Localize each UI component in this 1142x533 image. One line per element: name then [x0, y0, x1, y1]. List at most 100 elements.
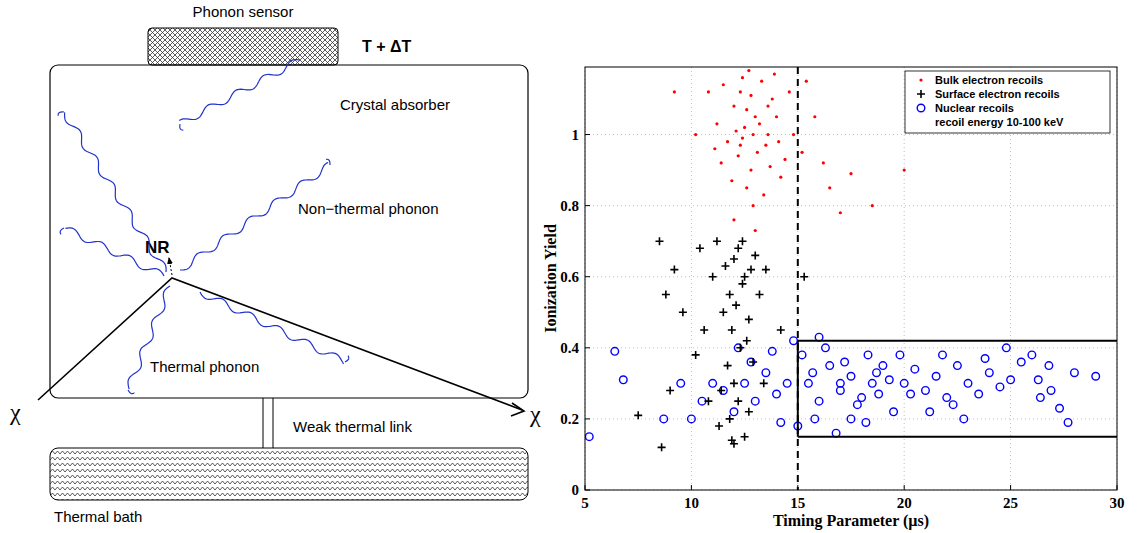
point: [943, 394, 951, 402]
point: [854, 401, 862, 409]
point: [903, 168, 906, 171]
point: [975, 390, 983, 398]
particle-out: χ: [529, 401, 541, 427]
point: [766, 105, 769, 108]
point: [755, 290, 763, 298]
point: [756, 151, 759, 154]
point: [768, 348, 776, 356]
point: [828, 186, 831, 189]
point: [688, 415, 696, 423]
phonon-tip: [326, 159, 330, 165]
point: [792, 133, 795, 136]
point: [738, 280, 746, 288]
point: [720, 161, 723, 164]
y-axis-title: Ionization Yield: [542, 224, 559, 333]
point: [747, 266, 755, 274]
point: [747, 69, 750, 72]
point: [875, 390, 883, 398]
phonon: [65, 228, 164, 276]
point: [1047, 387, 1055, 395]
point: [707, 90, 710, 93]
tick-label-y: 0.8: [560, 198, 579, 214]
point: [717, 386, 725, 394]
point: [666, 386, 674, 394]
legend-box: [905, 71, 1110, 133]
point: [732, 301, 740, 309]
point: [773, 390, 781, 398]
nonthermal-label: Non−thermal phonon: [298, 200, 439, 217]
point: [692, 351, 700, 359]
point: [783, 158, 786, 161]
grid-x: [797, 67, 798, 490]
point: [886, 376, 894, 384]
point: [724, 362, 732, 370]
detector-diagram: Phonon sensorT + ΔTCrystal absorberWeak …: [9, 3, 541, 525]
signal-box-high: [798, 340, 1117, 342]
crystal-absorber: [50, 65, 528, 398]
point: [775, 115, 778, 118]
tick-x: [904, 485, 905, 490]
tick-label-y: 1: [572, 127, 580, 143]
phonon: [179, 60, 300, 121]
point: [730, 379, 738, 387]
legend-note: recoil energy 10-100 keV: [935, 116, 1064, 128]
point: [862, 419, 870, 427]
point: [754, 115, 757, 118]
point: [932, 372, 940, 380]
point: [777, 326, 785, 334]
point: [773, 73, 776, 76]
link-label: Weak thermal link: [293, 418, 412, 435]
point: [922, 387, 930, 395]
point: [660, 415, 668, 423]
tick-label-y: 0: [572, 482, 580, 498]
point: [734, 244, 742, 252]
tick-y: [585, 347, 590, 348]
point: [730, 255, 738, 263]
point: [677, 380, 685, 388]
plot-frame: [585, 67, 1117, 490]
point: [798, 351, 806, 359]
point: [721, 262, 729, 270]
scatter-chart: 5101520253000.20.40.60.81Timing Paramete…: [542, 67, 1125, 530]
grid-y: [585, 347, 1117, 348]
figure: Phonon sensorT + ΔTCrystal absorberWeak …: [0, 0, 1142, 533]
point: [732, 218, 735, 221]
point: [1017, 358, 1025, 366]
point: [736, 344, 744, 352]
point: [715, 122, 718, 125]
tick-label-x: 15: [790, 495, 805, 511]
tick-label-x: 20: [897, 495, 912, 511]
point: [696, 244, 704, 252]
point: [1056, 404, 1064, 412]
point: [673, 90, 676, 93]
point: [734, 129, 737, 132]
point: [700, 326, 708, 334]
point: [715, 422, 723, 430]
grid-y: [585, 205, 1117, 206]
point: [1045, 362, 1053, 370]
phonon: [200, 292, 344, 364]
tick-label-x: 5: [581, 495, 589, 511]
point: [777, 140, 780, 143]
point: [662, 290, 670, 298]
point: [752, 204, 755, 207]
point: [764, 144, 767, 147]
tick-label-y: 0.2: [560, 411, 579, 427]
point: [949, 401, 957, 409]
point: [745, 408, 753, 416]
point: [805, 380, 813, 388]
point: [730, 179, 733, 182]
plot-bg: [585, 67, 1117, 490]
point: [655, 237, 663, 245]
point: [722, 83, 725, 86]
point: [847, 415, 855, 423]
x-axis-title: Timing Parameter (µs): [773, 512, 929, 530]
point: [585, 433, 593, 441]
point: [760, 80, 763, 83]
legend-label: Nuclear recoils: [935, 102, 1014, 114]
point: [751, 251, 759, 259]
point: [743, 126, 746, 129]
point: [868, 380, 876, 388]
point: [896, 351, 904, 359]
point: [1034, 376, 1042, 384]
